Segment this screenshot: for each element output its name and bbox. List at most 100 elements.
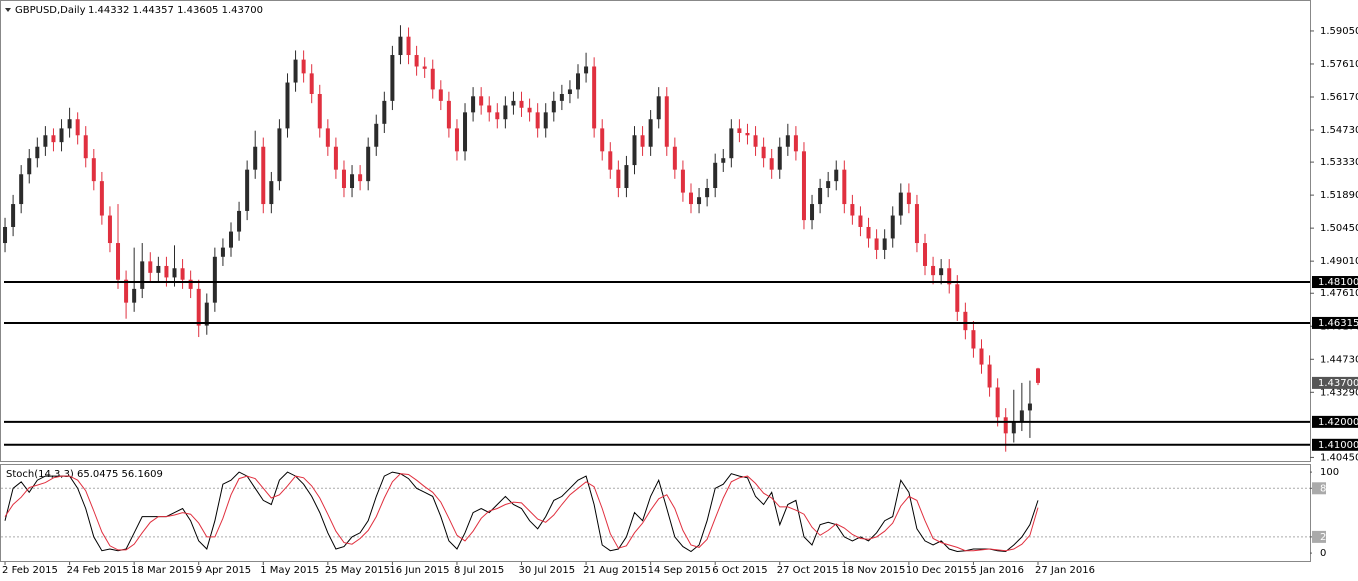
candle-body [656,96,661,120]
candle-body [124,279,129,303]
x-tick-label: 9 Apr 2015 [196,565,251,576]
candle-body [640,135,645,147]
candle-body [350,174,355,189]
candle-body [398,36,403,56]
y-tick-label: 1.44730 [1320,354,1358,365]
chart-subtitle: 1.44332 1.44357 1.43605 1.43700 [88,5,263,16]
x-tick-label: 18 Mar 2015 [131,565,194,576]
candle-body [511,100,516,106]
candle-body [212,256,217,303]
candle-body [826,181,831,189]
candle-body [27,158,32,175]
last-price-label: 1.43700 [1318,378,1358,389]
candle-body [672,146,677,170]
candle-body [454,128,459,152]
candle-body [931,265,936,276]
candle-body [818,188,823,205]
y-tick-label: 1.56170 [1320,92,1358,103]
x-tick-label: 2 Feb 2015 [2,565,58,576]
indicator-tick-label: 100 [1320,467,1339,478]
x-tick-label: 30 Jul 2015 [519,565,576,576]
level-label-box [1312,276,1358,289]
x-tick-label: 21 Aug 2015 [583,565,647,576]
candle-body [551,100,556,113]
candle-body [1035,368,1040,383]
candle-body [543,112,548,129]
candle-body [705,188,710,198]
candle-body [116,243,121,280]
candle-body [866,226,871,239]
candle-body [785,135,790,147]
level-label-box [1312,316,1358,329]
candle-body [237,210,242,232]
candle-body [180,268,185,280]
candle-body [503,105,508,120]
candle-body [59,128,64,143]
candle-body [446,100,451,129]
candle-body [632,135,637,166]
candle-body [745,132,750,136]
candle-body [309,73,314,95]
x-tick-label: 16 Jun 2015 [389,565,449,576]
candle-body [132,288,137,303]
y-tick-label: 1.40450 [1320,452,1358,463]
candle-body [301,59,306,74]
last-price-box [1312,376,1358,389]
level-label: 1.41000 [1318,440,1358,451]
candle-body [91,158,96,182]
candle-body [624,165,629,189]
level-label-box [1312,438,1358,451]
level-label-box [1312,415,1358,428]
candle-body [414,55,419,67]
candle-body [688,192,693,205]
y-tick-label: 1.47610 [1320,288,1358,299]
candle-body [858,215,863,227]
candle-body [721,158,726,163]
y-tick-label: 1.43290 [1320,387,1358,398]
candle-body [83,135,88,159]
x-tick-label: 18 Nov 2015 [841,565,905,576]
candle-body [584,66,589,74]
candle-body [810,204,815,221]
candle-body [608,151,613,170]
indicator-title: Stoch(14,3,3) 65.0475 56.1609 [6,469,163,480]
candle-body [1019,410,1024,422]
candle-body [680,169,685,193]
indicator-tick-box [1312,482,1326,495]
candle-body [156,265,161,273]
x-tick-label: 27 Jan 2016 [1035,565,1095,576]
candle-body [51,135,56,143]
candle-body [1003,417,1008,434]
candle-body [753,135,758,147]
candle-body [269,181,274,205]
candle-body [890,215,895,239]
candle-body [67,119,72,129]
candle-body [801,151,806,221]
candle-body [592,66,597,129]
x-tick-label: 27 Oct 2015 [777,565,839,576]
candle-body [987,364,992,388]
x-tick-label: 14 Sep 2015 [648,565,711,576]
candle-body [430,68,435,90]
candle-body [196,288,201,326]
x-tick-label: 5 Jan 2016 [970,565,1024,576]
candle-body [648,119,653,147]
main-frame [0,0,1311,462]
candle-body [914,204,919,244]
candle-body [172,268,177,278]
candle-body [164,265,169,278]
candle-body [737,128,742,133]
candle-body [471,96,476,113]
candle-body [697,197,702,205]
candle-body [43,135,48,147]
candle-body [293,59,298,83]
candle-body [358,174,363,182]
candle-body [923,243,928,266]
candle-body [75,119,80,136]
candle-body [228,231,233,248]
candle-body [19,174,24,205]
candle-body [495,112,500,120]
candle-body [366,146,371,182]
candle-body [487,105,492,113]
candle-body [107,215,112,244]
